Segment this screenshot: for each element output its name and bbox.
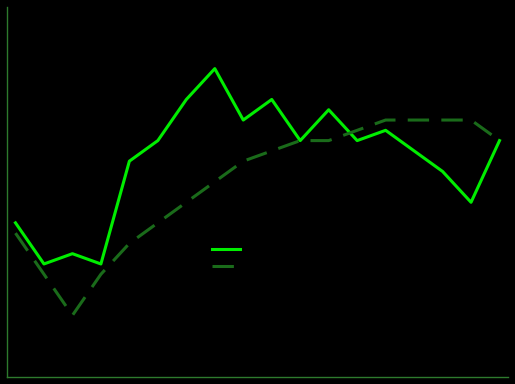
Legend: Total Demand, Total Supply: Total Demand, Total Supply xyxy=(208,241,327,276)
